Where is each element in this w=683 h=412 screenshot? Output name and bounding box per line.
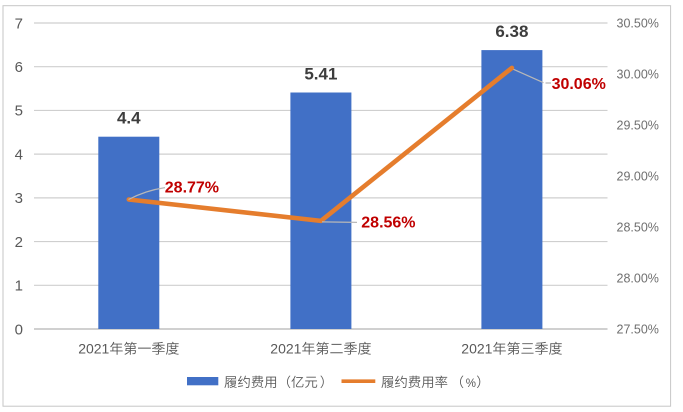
svg-text:4.4: 4.4 [117,109,141,128]
svg-text:28.56%: 28.56% [361,215,415,232]
svg-text:28.77%: 28.77% [165,179,219,196]
svg-text:5: 5 [15,103,23,120]
svg-text:2021: 2021 [270,341,301,357]
svg-text:6.38: 6.38 [495,22,528,41]
svg-text:30.06%: 30.06% [552,76,606,93]
svg-text:0: 0 [15,321,23,338]
svg-text:5.41: 5.41 [304,65,337,84]
svg-text:28.50%: 28.50% [617,221,659,235]
svg-text:6: 6 [15,59,23,76]
svg-text:2: 2 [15,234,23,251]
svg-text:30.00%: 30.00% [617,68,659,82]
svg-text:27.50%: 27.50% [617,323,659,337]
svg-text:29.00%: 29.00% [617,170,659,184]
svg-text:3: 3 [15,190,23,207]
svg-text:%: % [466,378,476,390]
svg-text:1: 1 [15,278,23,295]
svg-text:7: 7 [15,15,23,32]
svg-text:2021: 2021 [78,341,109,357]
svg-text:30.50%: 30.50% [617,17,659,31]
svg-text:4: 4 [15,146,23,163]
svg-text:2021: 2021 [461,341,492,357]
svg-text:28.00%: 28.00% [617,272,659,286]
svg-text:29.50%: 29.50% [617,119,659,133]
